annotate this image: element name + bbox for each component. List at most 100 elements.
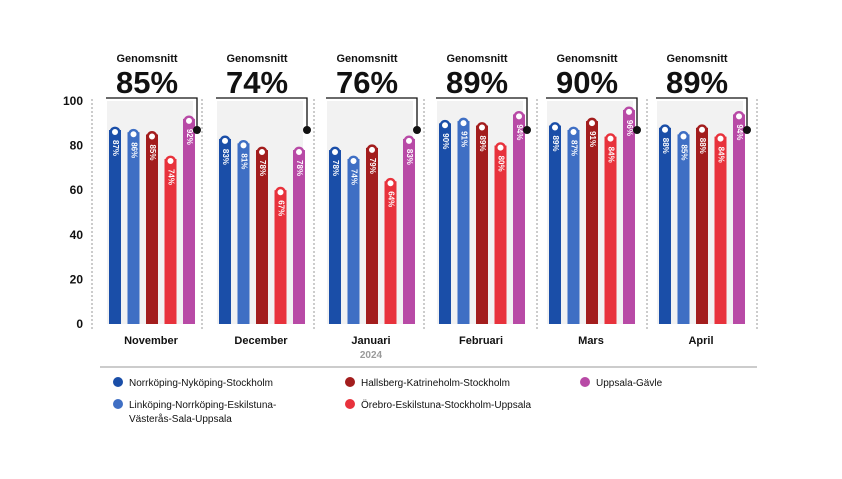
- average-value: 74%: [226, 65, 288, 100]
- legend-item-2: Hallsberg-Katrineholm-Stockholm: [345, 377, 510, 389]
- bar-value-label: 85%: [148, 144, 157, 160]
- bar-value-label: 64%: [386, 191, 395, 207]
- average-bracket: [216, 97, 308, 130]
- month-label: Januari: [351, 335, 390, 347]
- bar-value-label: 94%: [515, 124, 524, 140]
- bar-cap: [165, 155, 176, 167]
- year-label: 2024: [360, 350, 383, 361]
- bar-value-label: 67%: [276, 200, 285, 216]
- legend-item-0: Norrköping-Nyköping-Stockholm: [113, 377, 273, 389]
- bar-value-label: 79%: [368, 158, 377, 174]
- average-value: 89%: [666, 65, 728, 100]
- y-tick-label: 100: [63, 94, 83, 108]
- bar-value-label: 91%: [588, 131, 597, 147]
- bar: [494, 145, 507, 324]
- average-bracket: [546, 97, 638, 130]
- average-dot: [303, 126, 311, 134]
- bar-cap: [659, 124, 671, 136]
- legend-item-1: Linköping-Norrköping-Eskilstuna- Västerås…: [113, 399, 276, 425]
- average-value: 90%: [556, 65, 618, 100]
- average-bracket: [326, 97, 418, 130]
- legend-swatch: [345, 377, 355, 387]
- bar-value-label: 88%: [698, 138, 707, 154]
- average-dot: [633, 126, 641, 134]
- bar-value-label: 78%: [258, 160, 267, 176]
- legend-item-3: Örebro-Eskilstuna-Stockholm-Uppsala: [345, 399, 532, 411]
- average-value: 89%: [446, 65, 508, 100]
- bar-value-label: 89%: [478, 136, 487, 152]
- bar: [219, 138, 231, 324]
- bar: [256, 150, 268, 324]
- legend-label: Linköping-Norrköping-Eskilstuna-: [129, 400, 276, 411]
- bar: [476, 125, 488, 324]
- bar-value-label: 87%: [569, 140, 578, 156]
- average-value: 76%: [336, 65, 398, 100]
- bar-cap: [439, 119, 451, 131]
- bar: [677, 134, 690, 324]
- legend-label: Uppsala-Gävle: [596, 378, 663, 389]
- bar: [567, 129, 580, 324]
- y-tick-label: 0: [76, 317, 83, 331]
- bar-value-label: 83%: [405, 149, 414, 165]
- y-tick-label: 60: [70, 183, 84, 197]
- bar-value-label: 96%: [625, 120, 634, 136]
- bar-value-label: 94%: [735, 124, 744, 140]
- bar-cap: [623, 106, 635, 118]
- bar-value-label: 78%: [295, 160, 304, 176]
- bar: [384, 181, 397, 324]
- bar: [293, 150, 305, 324]
- bar-cap: [348, 155, 359, 167]
- bar: [329, 150, 341, 324]
- legend-swatch: [580, 377, 590, 387]
- bar-cap: [275, 186, 286, 198]
- bar: [549, 125, 561, 324]
- average-dot: [193, 126, 201, 134]
- average-caption: Genomsnitt: [446, 53, 507, 65]
- average-dot: [523, 126, 531, 134]
- legend-swatch: [113, 399, 123, 409]
- average-dot: [743, 126, 751, 134]
- bar-value-label: 74%: [166, 169, 175, 185]
- bar-cap: [219, 135, 231, 147]
- bar: [623, 109, 635, 324]
- bar-value-label: 80%: [496, 156, 505, 172]
- bar-value-label: 84%: [606, 147, 615, 163]
- bar-cap: [109, 126, 121, 138]
- legend-label: Norrköping-Nyköping-Stockholm: [129, 378, 273, 389]
- legend-swatch: [113, 377, 123, 387]
- bar-value-label: 89%: [551, 136, 560, 152]
- bar: [274, 190, 287, 324]
- bar: [714, 136, 727, 324]
- bar-cap: [696, 124, 708, 136]
- bar-value-label: 78%: [331, 160, 340, 176]
- bar-cap: [256, 146, 268, 158]
- legend-item-4: Uppsala-Gävle: [580, 377, 663, 389]
- bar: [659, 127, 671, 324]
- average-caption: Genomsnitt: [556, 53, 617, 65]
- bar-value-label: 83%: [221, 149, 230, 165]
- bar: [403, 138, 415, 324]
- bar-cap: [733, 110, 745, 122]
- average-caption: Genomsnitt: [666, 53, 727, 65]
- legend-swatch: [345, 399, 355, 409]
- bar-value-label: 90%: [441, 133, 450, 149]
- bar-value-label: 74%: [349, 169, 358, 185]
- bar-cap: [715, 133, 726, 145]
- bar-cap: [586, 117, 598, 129]
- bar: [127, 132, 140, 324]
- bar-cap: [238, 139, 249, 151]
- bar-cap: [385, 177, 396, 189]
- bar-cap: [183, 115, 195, 127]
- bar-value-label: 87%: [111, 140, 120, 156]
- bar-cap: [568, 126, 579, 138]
- bar: [237, 143, 250, 324]
- bar-cap: [495, 142, 506, 154]
- bar-value-label: 85%: [679, 144, 688, 160]
- bar-value-label: 84%: [716, 147, 725, 163]
- month-label: Februari: [459, 335, 503, 347]
- bar-cap: [366, 144, 378, 156]
